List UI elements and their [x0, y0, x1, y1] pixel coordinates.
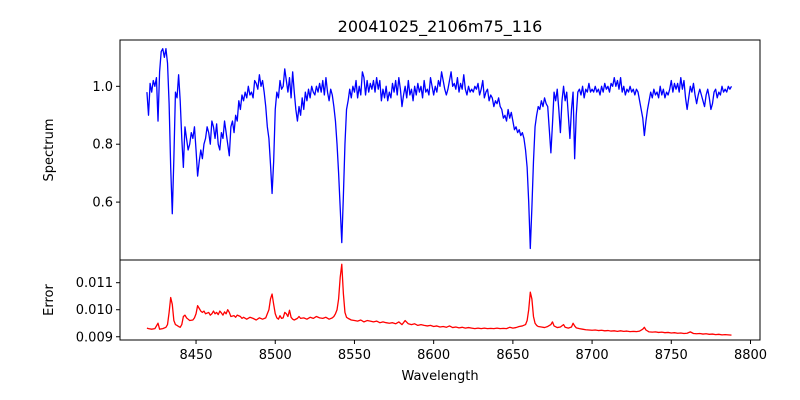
x-tick-label: 8800 [734, 348, 767, 363]
chart-title: 20041025_2106m75_116 [338, 17, 543, 37]
x-tick-label: 8550 [338, 348, 371, 363]
spectrum-series [146, 48, 733, 250]
error-axes-frame [119, 259, 761, 341]
x-tick-label: 8600 [417, 348, 450, 363]
spectrum-y-tick-label: 0.6 [92, 196, 113, 211]
spectrum-y-label: Spectrum [42, 119, 57, 182]
x-tick-label: 8500 [259, 348, 292, 363]
error-y-tick-label: 0.009 [76, 330, 113, 345]
spectrum-y-tick-label: 0.8 [92, 138, 113, 153]
error-y-tick-label: 0.011 [76, 276, 113, 291]
x-tick-label: 8700 [576, 348, 609, 363]
error-y-label: Error [42, 284, 57, 316]
error-panel: 0.009 0.010 0.011 8450 8500 8550 8600 8650 8700… [42, 259, 767, 384]
x-tick-label: 8750 [655, 348, 688, 363]
error-y-ticks: 0.009 0.010 0.011 [76, 276, 120, 345]
spectrum-y-tick-label: 1.0 [92, 80, 113, 95]
error-y-tick-label: 0.010 [76, 303, 113, 318]
x-tick-label: 8450 [179, 348, 212, 363]
x-tick-label: 8650 [496, 348, 529, 363]
x-ticks: 8450 8500 8550 8600 8650 8700 8750 8800 [179, 340, 767, 363]
error-series [146, 263, 732, 336]
x-axis-label: Wavelength [401, 369, 478, 384]
spectrum-y-ticks: 0.6 0.8 1.0 [92, 80, 120, 211]
spectrum-line [146, 48, 733, 250]
error-line [146, 263, 732, 336]
spectrum-panel: 0.6 0.8 1.0 Spectrum [42, 39, 761, 261]
